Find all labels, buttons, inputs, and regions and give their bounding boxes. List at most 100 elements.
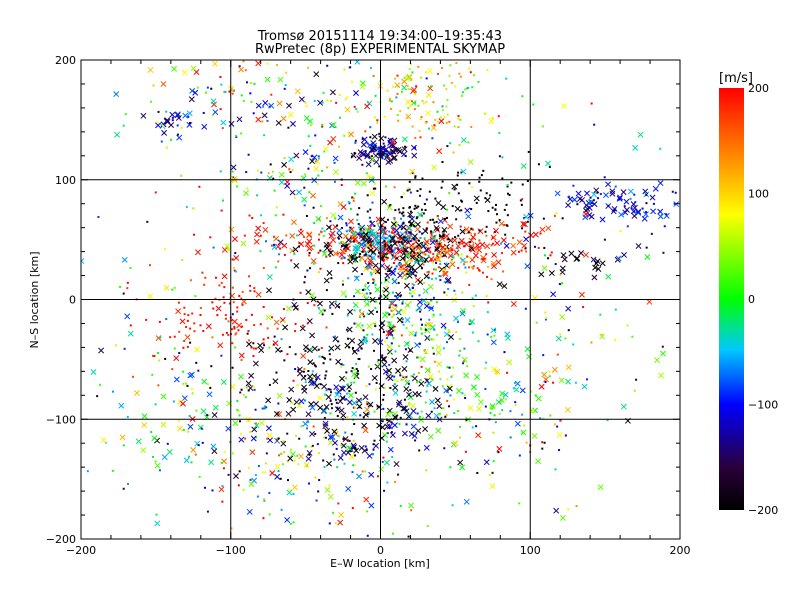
scatter-point-dot <box>327 388 330 391</box>
scatter-point-x <box>333 384 340 391</box>
scatter-point-x <box>366 453 373 459</box>
scatter-point-dot <box>216 314 219 317</box>
scatter-point-dot <box>257 465 260 468</box>
scatter-point-x <box>387 446 394 453</box>
scatter-point-dot <box>486 275 489 278</box>
scatter-point-x <box>402 354 409 360</box>
scatter-point-dot <box>289 522 292 525</box>
scatter-point-dot <box>572 184 575 187</box>
scatter-point-dot <box>199 306 202 309</box>
scatter-point-dot <box>384 154 387 157</box>
scatter-point-dot <box>443 291 446 294</box>
scatter-point-x <box>463 226 470 233</box>
scatter-point-dot <box>399 237 402 240</box>
scatter-point-dot <box>231 258 234 261</box>
scatter-point-x <box>565 364 572 371</box>
scatter-point-dot <box>449 64 452 67</box>
scatter-point-dot <box>317 238 320 241</box>
scatter-point-dot <box>432 313 435 316</box>
scatter-point-dot <box>399 110 402 113</box>
scatter-point-dot <box>360 230 363 233</box>
scatter-point-x <box>529 408 536 414</box>
scatter-point-x <box>206 391 213 398</box>
scatter-point-dot <box>119 285 122 288</box>
scatter-point-x <box>484 197 491 204</box>
scatter-point-dot <box>185 206 188 209</box>
scatter-point-x <box>386 423 393 430</box>
scatter-point-dot <box>523 424 526 427</box>
scatter-point-dot <box>354 375 357 378</box>
scatter-point-dot <box>308 453 311 456</box>
scatter-point-x <box>443 387 450 394</box>
scatter-point-dot <box>460 171 463 174</box>
scatter-point-x <box>510 249 517 256</box>
scatter-point-x <box>200 408 207 415</box>
scatter-point-dot <box>348 242 351 245</box>
scatter-point-dot <box>154 460 157 463</box>
scatter-point-x <box>423 348 430 355</box>
scatter-point-x <box>127 330 134 337</box>
scatter-point-x <box>387 330 394 337</box>
scatter-point-dot <box>470 208 473 211</box>
scatter-point-dot <box>342 443 345 446</box>
scatter-point-x <box>315 215 322 222</box>
scatter-point-dot <box>317 490 320 493</box>
scatter-point-dot <box>614 308 617 311</box>
scatter-point-dot <box>508 194 511 197</box>
scatter-point-x <box>591 191 597 198</box>
scatter-point-dot <box>376 232 379 235</box>
scatter-point-dot <box>607 204 610 207</box>
scatter-point-dot <box>400 276 403 279</box>
scatter-point-x <box>584 190 590 197</box>
scatter-point-dot <box>276 327 279 330</box>
scatter-point-dot <box>468 182 471 185</box>
scatter-point-dot <box>544 311 547 314</box>
scatter-point-dot <box>303 367 306 370</box>
scatter-point-dot <box>365 400 368 403</box>
scatter-point-x <box>620 403 627 410</box>
scatter-point-dot <box>475 201 478 204</box>
scatter-point-dot <box>462 360 465 363</box>
scatter-point-dot <box>239 391 242 394</box>
scatter-point-x <box>446 383 453 390</box>
scatter-point-x <box>231 236 238 243</box>
scatter-point-x <box>583 251 589 258</box>
scatter-point-dot <box>458 436 461 439</box>
scatter-point-dot <box>326 99 329 102</box>
scatter-point-dot <box>233 325 236 328</box>
scatter-point-x <box>410 423 417 430</box>
scatter-point-dot <box>388 140 391 143</box>
scatter-point-x <box>403 340 410 347</box>
scatter-point-x <box>364 153 371 160</box>
scatter-point-dot <box>321 125 324 128</box>
scatter-point-dot <box>461 242 464 245</box>
scatter-point-dot <box>323 424 326 427</box>
scatter-point-dot <box>344 248 347 251</box>
scatter-point-dot <box>456 247 459 250</box>
scatter-point-dot <box>122 487 125 490</box>
scatter-point-dot <box>277 437 280 440</box>
scatter-point-dot <box>491 206 494 209</box>
scatter-point-dot <box>458 354 461 357</box>
scatter-point-dot <box>307 66 310 69</box>
scatter-point-dot <box>544 318 547 321</box>
scatter-point-dot <box>382 394 385 397</box>
scatter-point-x <box>435 427 442 434</box>
scatter-point-dot <box>266 62 269 65</box>
scatter-point-x <box>412 391 419 397</box>
scatter-point-x <box>443 249 450 255</box>
scatter-point-dot <box>354 447 357 450</box>
scatter-point-x <box>360 180 367 187</box>
scatter-point-dot <box>306 269 309 272</box>
scatter-point-dot <box>318 233 321 236</box>
scatter-point-dot <box>388 239 391 242</box>
scatter-point-dot <box>478 176 481 179</box>
scatter-point-x <box>337 398 344 405</box>
scatter-point-dot <box>442 347 445 350</box>
scatter-point-dot <box>404 236 407 239</box>
scatter-point-dot <box>440 66 443 69</box>
scatter-point-dot <box>442 234 445 237</box>
scatter-point-dot <box>430 233 433 236</box>
scatter-point-dot <box>392 262 395 265</box>
scatter-point-x <box>342 233 349 240</box>
